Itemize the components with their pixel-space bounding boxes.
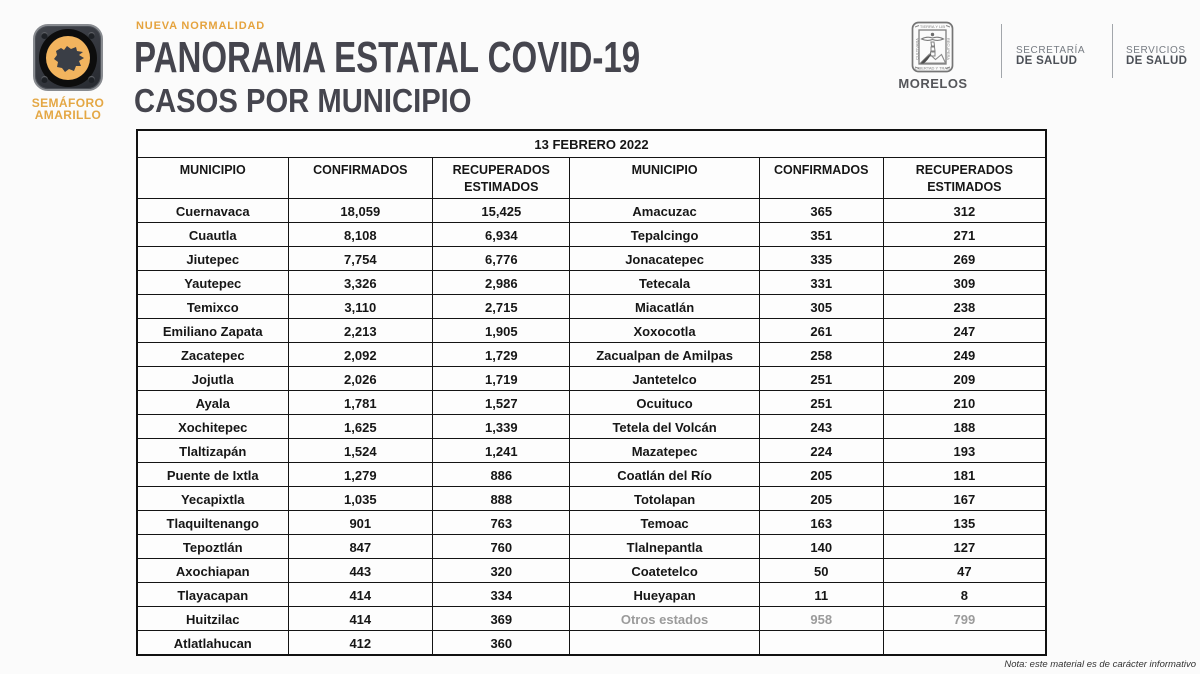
svg-text:RECUPERA: RECUPERA [946, 38, 951, 61]
svg-text:CULTIVARA: CULTIVARA [915, 38, 920, 60]
svg-text:LIBERTAD Y TRAB: LIBERTAD Y TRAB [915, 66, 950, 71]
svg-text:TIERRA Y LIB: TIERRA Y LIB [920, 24, 946, 29]
